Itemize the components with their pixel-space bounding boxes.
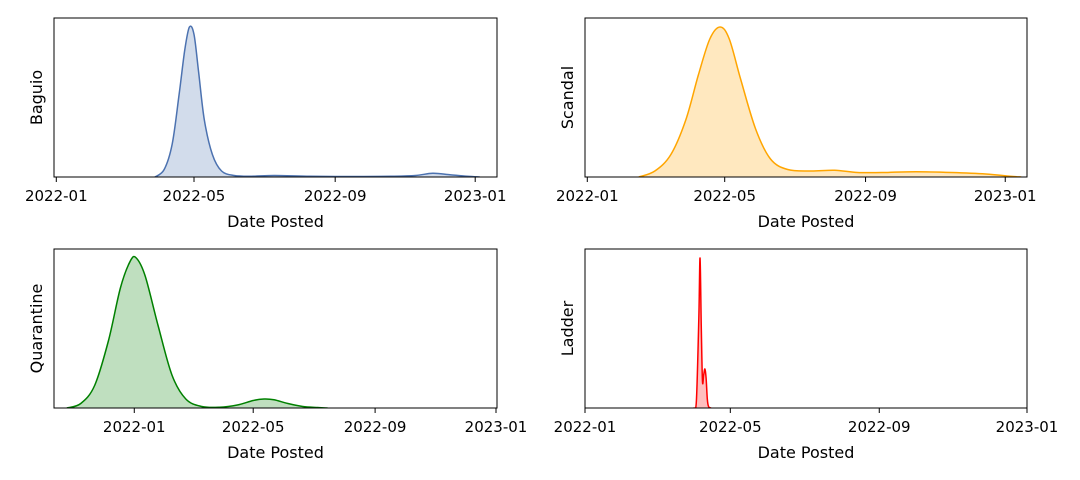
- x-tick-label: 2022-01: [25, 187, 88, 205]
- x-tick-label: 2022-09: [848, 418, 911, 436]
- x-tick-label: 2022-05: [699, 418, 762, 436]
- axes-frame: [584, 17, 1028, 178]
- x-tick-label: 2022-01: [103, 418, 166, 436]
- subplot-ladder: 2022-01 2022-05 2022-09 2023-01 Date Posted L…: [554, 248, 1059, 462]
- x-axis-label: Date Posted: [227, 443, 324, 462]
- density-area: [154, 26, 480, 177]
- x-tick-label: 2022-09: [834, 187, 897, 205]
- subplot-quarantine: 2022-01 2022-05 2022-09 2023-01 Date Posted Q…: [27, 248, 528, 462]
- density-area: [693, 257, 711, 408]
- x-tick-label: 2023-01: [974, 187, 1037, 205]
- density-line: [154, 25, 480, 177]
- x-tick-label: 2022-05: [693, 187, 756, 205]
- y-axis-label: Baguio: [27, 70, 46, 125]
- y-axis-label: Quarantine: [27, 284, 46, 374]
- density-line: [638, 26, 1022, 177]
- x-tick-label: 2022-05: [222, 418, 285, 436]
- density-line: [693, 257, 712, 408]
- y-axis-label: Scandal: [558, 66, 577, 129]
- x-tick-label: 2022-09: [344, 418, 407, 436]
- subplot-scandal: 2022-01 2022-05 2022-09 2023-01 Date Posted S…: [556, 17, 1037, 231]
- x-axis-label: Date Posted: [227, 212, 324, 231]
- x-tick-label: 2022-09: [304, 187, 367, 205]
- x-tick-label: 2022-05: [163, 187, 226, 205]
- subplot-baguio: 2022-01 2022-05 2022-09 2023-01 Date Posted B…: [25, 17, 507, 231]
- x-tick-label: 2022-01: [554, 418, 617, 436]
- x-tick-label: 2022-01: [556, 187, 619, 205]
- y-axis-label: Ladder: [558, 300, 577, 356]
- density-area: [66, 256, 328, 408]
- x-tick-label: 2023-01: [465, 418, 528, 436]
- x-axis-label: Date Posted: [758, 443, 855, 462]
- x-axis-label: Date Posted: [758, 212, 855, 231]
- axes-frame: [53, 248, 498, 409]
- x-tick-label: 2023-01: [996, 418, 1059, 436]
- axes-frame: [53, 17, 498, 178]
- axes-frame: [584, 248, 1028, 409]
- density-line: [66, 255, 328, 408]
- x-tick-label: 2023-01: [444, 187, 507, 205]
- density-area: [638, 27, 1022, 177]
